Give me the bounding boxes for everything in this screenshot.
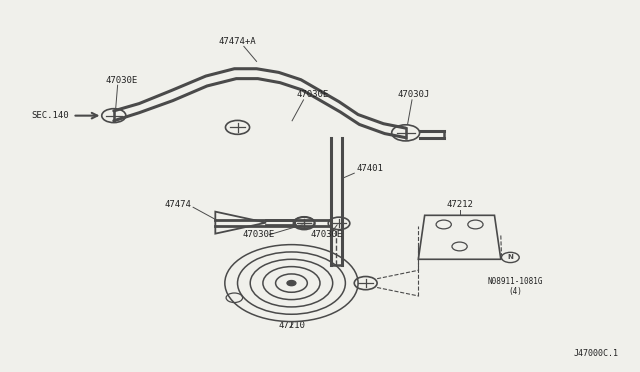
Text: 47401: 47401 — [356, 164, 383, 173]
Text: 47030E: 47030E — [106, 76, 138, 85]
Text: J47000C.1: J47000C.1 — [573, 349, 618, 358]
Text: 47030E: 47030E — [310, 230, 342, 238]
Text: 47474: 47474 — [165, 200, 192, 209]
Text: 47030E: 47030E — [243, 230, 275, 238]
Text: 47210: 47210 — [278, 321, 305, 330]
Text: 47030J: 47030J — [398, 90, 430, 99]
Text: N: N — [508, 254, 513, 260]
Text: 47212: 47212 — [446, 200, 473, 209]
Text: 47474+A: 47474+A — [219, 37, 257, 46]
Circle shape — [287, 280, 296, 286]
Text: 47030E: 47030E — [296, 90, 328, 99]
Text: SEC.140: SEC.140 — [31, 111, 68, 120]
Text: N08911-1081G
(4): N08911-1081G (4) — [488, 276, 543, 296]
